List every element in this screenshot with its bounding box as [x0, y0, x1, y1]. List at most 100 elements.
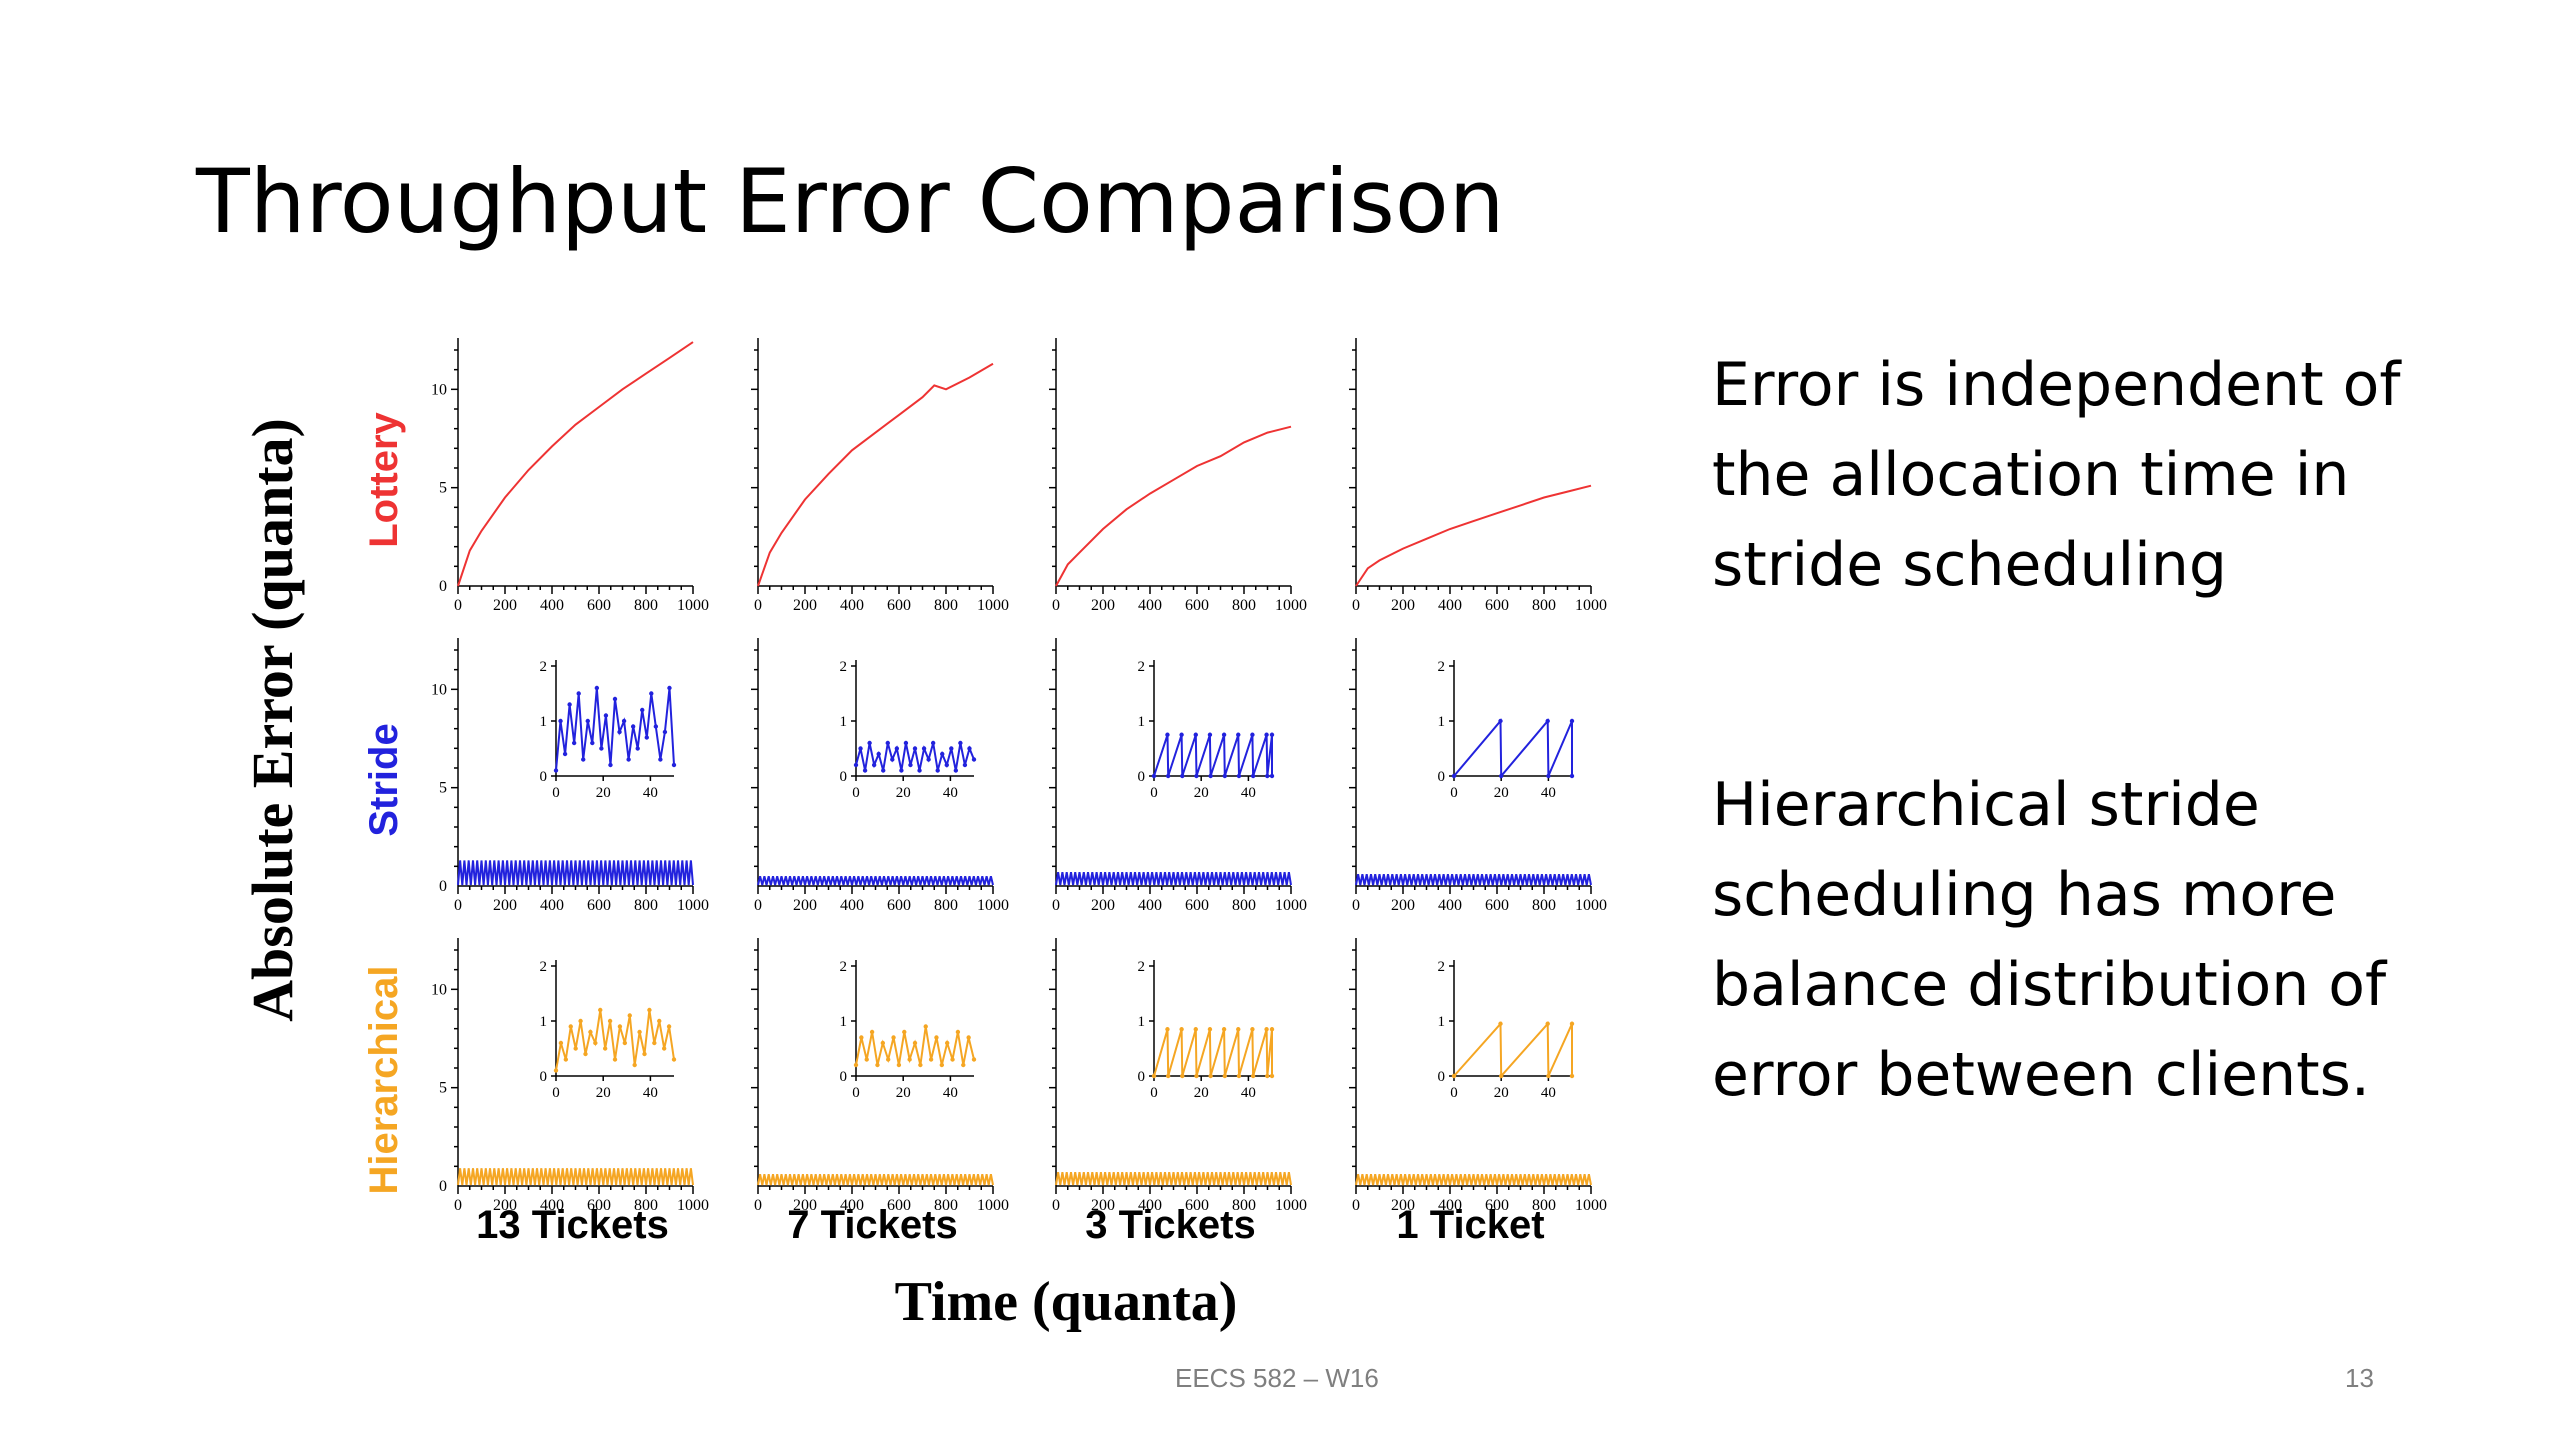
inset-point [1569, 773, 1575, 779]
x-tick-label: 1000 [1575, 1197, 1607, 1214]
inset-point [1180, 773, 1185, 779]
x-tick-label: 200 [493, 597, 517, 614]
x-tick-label: 1000 [677, 1197, 709, 1214]
x-tick-label: 600 [1185, 1197, 1209, 1214]
inset-x-tick-label: 20 [596, 785, 611, 801]
inset-point [1265, 773, 1270, 779]
y-tick-label: 10 [431, 381, 447, 398]
inset-point [928, 1057, 934, 1062]
x-tick-label: 0 [754, 1197, 762, 1214]
x-tick-label: 600 [1485, 1197, 1509, 1214]
inset-y-tick-label: 0 [540, 1069, 548, 1085]
inset-point [1151, 1073, 1157, 1079]
inset-point [958, 740, 963, 746]
series-band [757, 875, 994, 886]
series-line [457, 341, 694, 587]
x-tick-label: 400 [1438, 597, 1462, 614]
inset-point [1250, 732, 1255, 737]
x-tick-label: 800 [1532, 1197, 1556, 1214]
x-tick-label: 400 [840, 1197, 864, 1214]
inset-point [935, 768, 940, 773]
inset-x-tick-label: 20 [1194, 785, 1209, 801]
inset-point [961, 1062, 966, 1068]
inset-point [617, 729, 622, 735]
inset-point [950, 1057, 955, 1062]
inset-point [1236, 1027, 1241, 1032]
inset-point [1546, 773, 1551, 779]
inset-point [1498, 1021, 1503, 1026]
y-tick-label: 0 [439, 1178, 447, 1195]
series-band [1355, 874, 1592, 886]
x-tick-label: 0 [1052, 1197, 1060, 1214]
inset-x-tick-label: 0 [1450, 785, 1458, 801]
inset-y-tick-label: 2 [1438, 959, 1446, 975]
inset-point [567, 702, 572, 707]
inset-point [1269, 773, 1275, 779]
inset-point [578, 1018, 583, 1024]
y-tick-label: 5 [439, 780, 447, 797]
x-tick-label: 1000 [1275, 597, 1307, 614]
x-tick-label: 400 [1438, 897, 1462, 914]
inset-y-tick-label: 0 [1438, 1069, 1446, 1085]
inset-x-tick-label: 0 [1150, 1085, 1158, 1101]
inset-point [1269, 732, 1275, 737]
inset-point [671, 762, 677, 768]
inset-point [1569, 718, 1575, 724]
inset-series-line [1453, 1021, 1573, 1079]
inset-point [637, 1029, 642, 1035]
inset-point [953, 768, 959, 773]
inset-point [571, 740, 577, 746]
x-tick-label: 800 [934, 897, 958, 914]
inset-y-tick-label: 1 [1438, 714, 1446, 730]
inset-point [558, 1040, 564, 1046]
inset-point [1269, 1027, 1275, 1032]
x-tick-label: 400 [540, 1197, 564, 1214]
inset-point [891, 1035, 896, 1040]
series-band [1355, 1174, 1592, 1186]
inset-point [853, 1062, 859, 1068]
inset-series-line [1153, 734, 1273, 777]
x-tick-label: 1000 [1575, 597, 1607, 614]
x-tick-label: 400 [1138, 597, 1162, 614]
inset-point [1269, 1073, 1275, 1079]
inset-point [1250, 1027, 1255, 1032]
inset-x-tick-label: 20 [896, 1085, 911, 1101]
inset-point [903, 740, 909, 746]
x-tick-label: 200 [1391, 597, 1415, 614]
inset-x-tick-label: 0 [552, 785, 560, 801]
inset-point [881, 768, 886, 773]
inset-y-tick-label: 1 [1138, 1014, 1146, 1030]
inset-x-tick-label: 20 [896, 785, 911, 801]
x-tick-label: 800 [634, 597, 658, 614]
slide-title: Throughput Error Comparison [196, 150, 1505, 253]
inset-point [621, 718, 627, 724]
bullet-hierarchical-balance: Hierarchical stride scheduling has more … [1712, 770, 2387, 1110]
x-tick-label: 600 [887, 597, 911, 614]
x-tick-label: 800 [634, 1197, 658, 1214]
inset-point [602, 1046, 608, 1051]
inset-point [627, 1013, 632, 1018]
inset-point [588, 1029, 593, 1035]
inset-x-tick-label: 20 [1494, 785, 1509, 801]
x-tick-label: 200 [793, 1197, 817, 1214]
inset-point [1545, 1021, 1550, 1026]
inset-series-line [1153, 1029, 1273, 1077]
inset-point [875, 1062, 880, 1068]
inset-point [1499, 773, 1504, 779]
inset-point [1546, 1073, 1551, 1079]
inset-point [553, 1068, 559, 1073]
inset-point [939, 1062, 945, 1068]
inset-point [967, 746, 972, 751]
inset-point [876, 751, 881, 757]
inset-point [1222, 1073, 1227, 1079]
x-tick-label: 0 [1052, 897, 1060, 914]
x-tick-label: 600 [887, 1197, 911, 1214]
x-tick-label: 1000 [977, 1197, 1009, 1214]
column-title: 13 Tickets [476, 1203, 669, 1247]
inset-point [926, 757, 931, 762]
